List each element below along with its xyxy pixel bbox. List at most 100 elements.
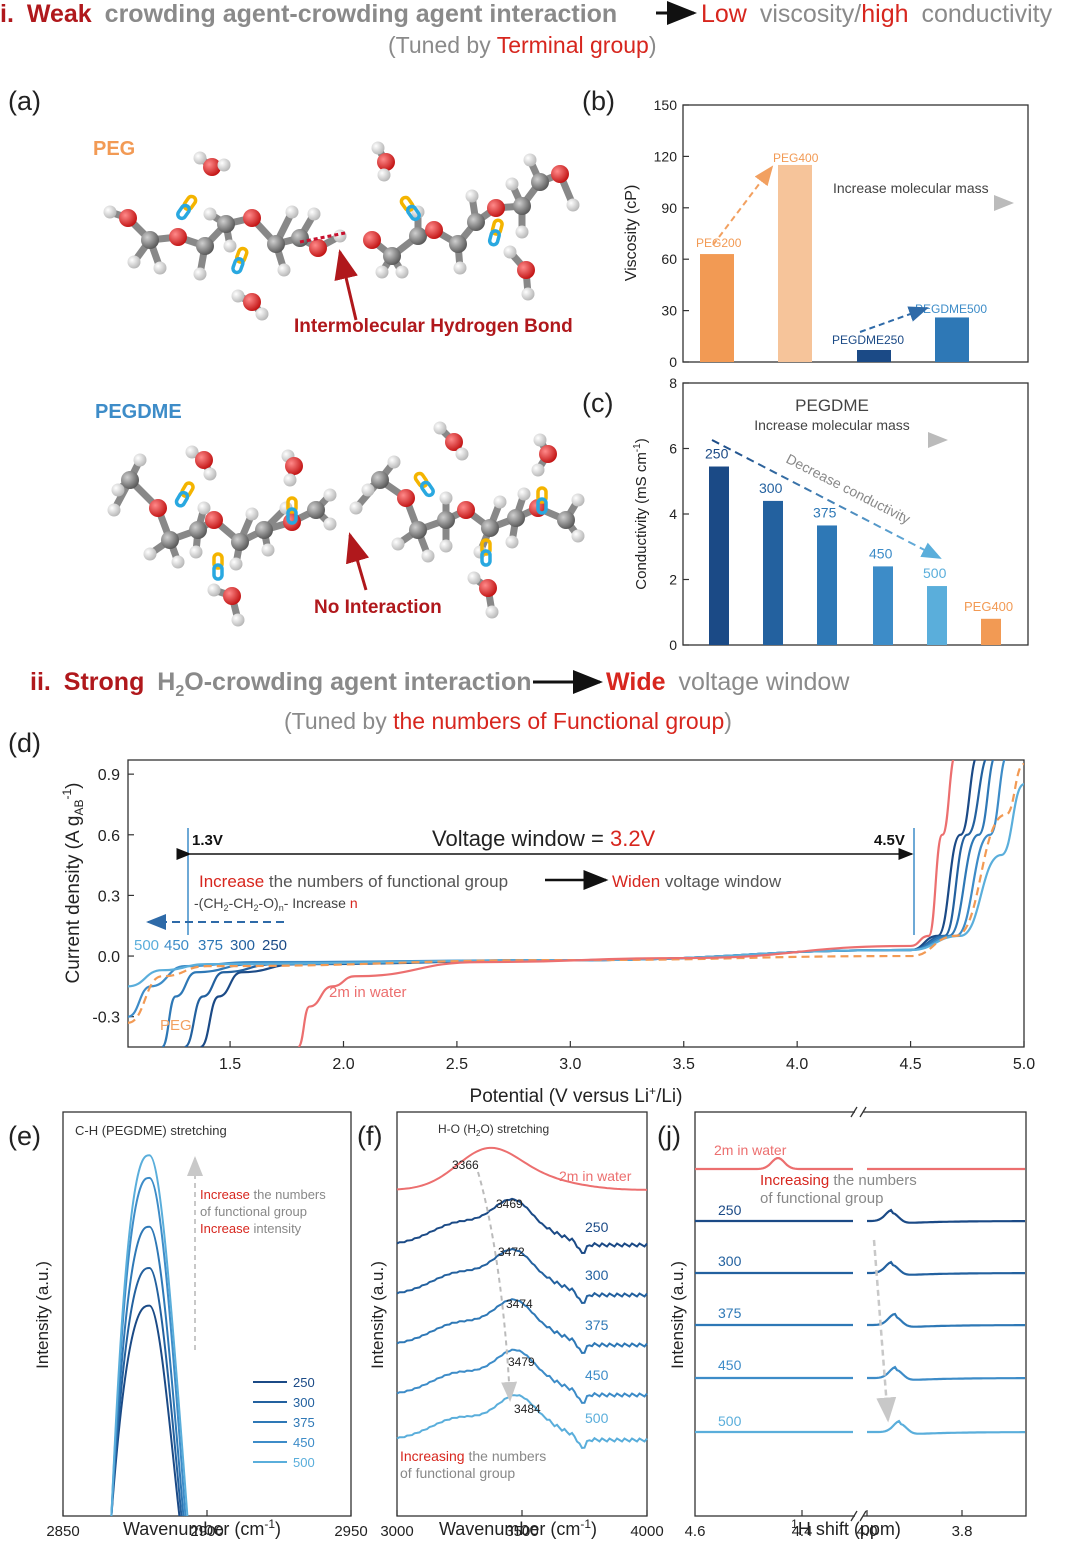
panel-d: (d) 1.5 2.0 2.5 3.0 3.5 4.0 4.5 5.0 -0.3 0.0 0.3 0.… [8,728,1035,1107]
panel-a: (a) PEG PEGDME Intermolecular Hydrogen B… [8,86,585,627]
ytick-label: 6 [669,441,677,457]
oxygen-atom [445,433,463,451]
carbon-atom [437,511,455,529]
hbond-dashes [299,231,346,244]
panel-b-frame [682,104,1029,363]
hydrogen-atom [203,207,217,221]
window-label: Voltage window = 3.2V [432,826,656,851]
hbond-link-icon [413,471,435,498]
oxygen-atom [551,165,569,183]
carbon-atom [196,237,214,255]
curve-450 [396,1348,648,1404]
peak-label: 3479 [508,1355,535,1369]
series-label: 500 [718,1413,742,1429]
hydrogen-atom [277,263,291,277]
xtick-label: 4.4 [792,1523,813,1540]
ytick-label: 0.9 [98,767,120,784]
bar-label: 300 [759,480,783,496]
header-2: ii. Strong H2O-crowding agent interactio… [30,668,850,734]
panel-b-label: (b) [582,86,615,116]
xtick-label: 1.5 [219,1056,241,1073]
legend-label: 450 [293,1435,315,1450]
series-label: 375 [718,1305,742,1321]
v2-label: 4.5V [874,832,905,849]
panel-d-frame [127,759,1025,1048]
trend-arrow [477,1171,518,1402]
ytick-label: 120 [654,148,678,164]
peg-label: PEG [93,138,135,160]
xtick-label: 2950 [334,1523,367,1540]
carbon-atom [531,173,549,191]
inc-label: Increase the numbers of functional group [199,872,508,891]
carbon-atom [513,197,531,215]
hydrogen-atom [193,151,207,165]
ytick-label: 90 [661,200,677,216]
hydrogen-atom [503,245,517,259]
hydrogen-atom [465,189,479,203]
series-label: 250 [718,1202,742,1218]
curve-label: 500 [134,937,159,954]
bar-label: 250 [705,446,729,462]
curve-500 [110,1154,189,1517]
curve-250 [110,1304,181,1517]
xtick-label: 4.5 [899,1056,921,1073]
curve-2m-in-water [396,1146,648,1191]
series-label: 450 [718,1357,742,1373]
ytick-label: 60 [661,251,677,267]
peak-label: 3469 [496,1197,523,1211]
hydrogen-atom [521,287,535,301]
xtick-label: 3.8 [952,1523,973,1540]
curve-label: 375 [198,937,223,954]
hydrogen-atom [203,467,217,481]
hydrogen-atom [467,571,481,585]
hydrogen-atom [143,547,157,561]
hydrogen-atom [153,261,167,275]
curve-300 [396,1247,648,1305]
hbond-arrow [334,249,358,321]
series-label: 2m in water [559,1168,632,1184]
hydrogen-atom [439,491,453,505]
hydrogen-atom [523,153,537,167]
nointeraction-arrow [346,532,370,591]
formula-label: -(CH2-CH2-O)n- Increase n [194,895,358,913]
svg-text:Increase intensity: Increase intensity [200,1221,302,1236]
carbon-atom [371,471,389,489]
panel-f: (f) 3000 3500 4000 H-O (H2O) stretching 33… [357,1111,664,1540]
hydrogen-atom [193,267,207,281]
hydrogen-atom [485,605,499,619]
hydrogen-atom [133,453,147,467]
bar-label: 500 [923,565,947,581]
panel-e: (e) 2850 2900 2950 C-H (PEGDME) stretching… [8,1111,368,1540]
hbond-link-icon [231,246,249,275]
panel-j: (j) 4.6 4.4 4.0 3.8 2m in water 250 300 375 450… [657,1106,1027,1540]
panel-b-note: Increase molecular mass [833,180,989,196]
bar-label: PEG400 [773,151,819,165]
curve-500 [867,1419,1025,1435]
oxygen-atom [119,209,137,227]
xtick-label: 2.5 [446,1056,468,1073]
hbond-link-icon [480,538,492,567]
svg-text:(Tuned by Terminal group): (Tuned by Terminal group) [388,32,657,58]
panel-d-xlabel: Potential (V versus Li+/Li) [470,1084,683,1107]
xtick-label: 3000 [380,1523,413,1540]
series-label: 2m in water [714,1142,787,1158]
oxygen-atom [539,445,557,463]
hydrogen-atom [323,517,337,531]
ytick-label: 0.0 [98,949,120,966]
svg-text:ii. Strong H2O-cro: ii. Strong H2O-crowding agent interactio… [30,668,532,700]
curve-label: 250 [262,937,287,954]
hydrogen-atom [255,307,269,321]
legend-label: 375 [293,1415,315,1430]
bar [981,618,1001,645]
xtick-label: 3.5 [673,1056,695,1073]
oxygen-atom [487,199,505,217]
pegdme-label: PEGDME [95,401,182,423]
oxygen-atom [223,587,241,605]
oxygen-atom [377,153,395,171]
hydrogen-atom [375,265,389,279]
panel-c-label: (c) [582,388,613,418]
molecule-models [103,141,585,627]
curve-300 [110,1267,183,1517]
v1-label: 1.3V [192,832,223,849]
panel-f-ylabel: Intensity (a.u.) [368,1261,387,1369]
